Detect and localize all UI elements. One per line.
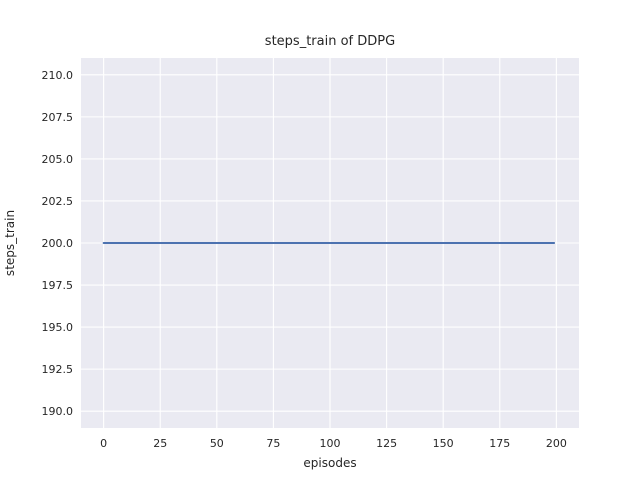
- y-tick-label: 207.5: [42, 111, 74, 124]
- y-tick-label: 205.0: [42, 153, 74, 166]
- x-tick-label: 175: [489, 437, 510, 450]
- plot-layer: [81, 58, 579, 428]
- y-tick-label: 192.5: [42, 363, 74, 376]
- x-tick-label: 150: [433, 437, 454, 450]
- y-tick-label: 202.5: [42, 195, 74, 208]
- y-tick-label: 200.0: [42, 237, 74, 250]
- y-axis-label: steps_train: [3, 210, 17, 276]
- x-axis-label: episodes: [303, 456, 356, 470]
- y-tick-label: 197.5: [42, 279, 74, 292]
- x-tick-label: 50: [210, 437, 224, 450]
- x-tick-label: 200: [546, 437, 567, 450]
- x-tick-label: 75: [266, 437, 280, 450]
- x-tick-label: 25: [153, 437, 167, 450]
- tick-layer: 0 25 50 75 100 125 150 175 200 190.0 192.5 195.0 197…: [42, 69, 567, 450]
- chart-title: steps_train of DDPG: [265, 34, 395, 49]
- y-tick-label: 195.0: [42, 321, 74, 334]
- x-tick-label: 100: [320, 437, 341, 450]
- x-tick-label: 0: [100, 437, 107, 450]
- y-tick-label: 210.0: [42, 69, 74, 82]
- y-tick-label: 190.0: [42, 405, 74, 418]
- x-tick-label: 125: [376, 437, 397, 450]
